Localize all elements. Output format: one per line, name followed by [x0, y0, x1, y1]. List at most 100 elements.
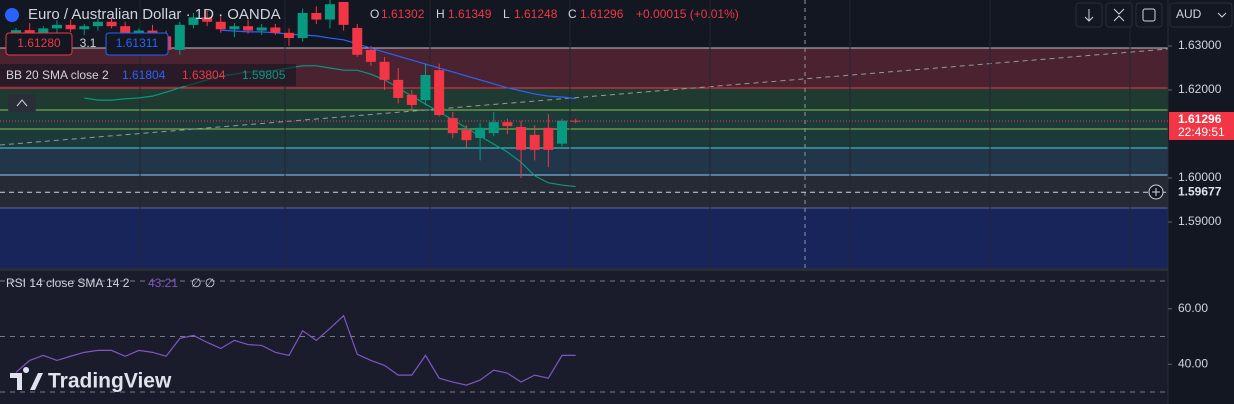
logo-icon	[10, 367, 43, 390]
toolbar-button[interactable]	[1135, 2, 1163, 28]
last-price: 1.61296	[1178, 112, 1222, 126]
candle-body	[24, 30, 35, 33]
ohlc-value: 1.61248	[514, 7, 558, 21]
collapse-icon[interactable]	[16, 99, 28, 107]
trend-line	[0, 48, 1169, 146]
candle-body	[229, 26, 240, 30]
candle-body	[324, 4, 335, 20]
price-axis	[1168, 0, 1234, 404]
zone	[0, 208, 1168, 268]
rsi-value: 43.21	[148, 276, 178, 290]
rsi-label: RSI 14 close SMA 14 2	[6, 276, 130, 290]
candle-body	[352, 27, 363, 55]
collapse-button[interactable]	[8, 94, 36, 112]
candle-body	[284, 32, 294, 39]
bb-value: 1.63804	[182, 68, 226, 82]
candle-body	[270, 27, 281, 33]
toolbar-button[interactable]	[1105, 2, 1133, 28]
buy-price[interactable]: 1.61311	[116, 36, 159, 50]
candle-body	[420, 75, 431, 101]
candle-body	[243, 26, 254, 31]
candle-body	[174, 24, 185, 50]
price-label-bg	[1169, 183, 1234, 202]
candle-body	[529, 134, 540, 150]
candle-body	[338, 1, 349, 25]
candle-body	[79, 26, 90, 30]
ohlc-label: O	[370, 7, 379, 21]
band-line	[220, 29, 576, 100]
ohlc-value: 1.61349	[448, 7, 492, 21]
candle-body	[133, 30, 144, 34]
toolbar-icon[interactable]	[1142, 8, 1156, 22]
candle-body	[256, 27, 267, 31]
candle-body	[502, 122, 513, 127]
logo: TradingView	[48, 370, 172, 393]
y-tick-label: 60.00	[1178, 301, 1208, 315]
y-tick-label: 1.60000	[1178, 170, 1222, 184]
sell-button[interactable]	[5, 32, 73, 56]
pane-separator	[0, 268, 1168, 271]
rsi-pane	[0, 271, 1168, 404]
candle-body	[51, 24, 62, 29]
buy-button[interactable]	[105, 32, 169, 56]
candle-body	[488, 122, 499, 134]
price-label-bg	[1169, 111, 1234, 140]
candle-body	[106, 21, 117, 27]
countdown: 22:49:51	[1178, 125, 1225, 139]
bb-value: 1.59805	[242, 68, 286, 82]
zone	[0, 88, 1168, 110]
y-tick-label: 1.62000	[1178, 82, 1222, 96]
rsi-extra: ∅ ∅	[191, 276, 215, 290]
candle-body	[543, 127, 554, 150]
spread: 3.1	[80, 36, 97, 50]
candle-body	[297, 12, 308, 39]
y-tick-label: 40.00	[1178, 356, 1208, 370]
zone	[0, 148, 1168, 175]
y-tick-label: 1.59000	[1178, 214, 1222, 228]
plot: 1.63000 1.62000 1.60000 1.59000 1.59677 1.612…	[0, 0, 1234, 393]
candle-body	[406, 94, 417, 105]
add-icon[interactable]	[1152, 188, 1160, 196]
candle-body	[188, 17, 199, 25]
candle-body	[461, 130, 472, 141]
ohlc-label: L	[503, 7, 510, 21]
currency[interactable]: AUD	[1176, 7, 1202, 21]
legend-bg	[0, 64, 296, 86]
candle-body	[475, 127, 486, 138]
candle-body	[365, 49, 376, 62]
band-line	[84, 65, 576, 188]
candle-body	[447, 118, 458, 134]
sell-price[interactable]: 1.61280	[17, 36, 61, 50]
currency-select[interactable]	[1169, 2, 1233, 28]
ohlc-label: H	[436, 7, 445, 21]
zone	[0, 175, 1168, 208]
bb-value: 1.61804	[122, 68, 166, 82]
candle-body	[120, 26, 131, 34]
candle-body	[570, 120, 581, 122]
bb-label: BB 20 SMA close 2	[6, 68, 109, 82]
candle-body	[202, 17, 213, 22]
candle-body	[65, 24, 76, 30]
ohlc-label: C	[568, 7, 577, 21]
symbol-icon	[5, 8, 19, 22]
y-tick-label: 1.63000	[1178, 38, 1222, 52]
candle-body	[215, 21, 226, 30]
toolbar-icon[interactable]	[1084, 9, 1094, 22]
candle-body	[516, 126, 527, 150]
candle-body	[379, 61, 390, 80]
symbol: Euro / Australian Dollar · 1D · OANDA	[28, 6, 281, 23]
candle-body	[38, 28, 49, 33]
toolbar-icon[interactable]	[1113, 8, 1125, 22]
dropdown-icon[interactable]	[1217, 12, 1227, 18]
ohlc-value: 1.61302	[381, 7, 425, 21]
candle-body	[311, 12, 322, 20]
price-label: 1.59677	[1178, 184, 1222, 198]
candle-body	[92, 21, 103, 27]
rsi-line	[15, 314, 576, 386]
candle-body	[393, 79, 404, 98]
ohlc-value: 1.61296	[580, 7, 624, 21]
candle-body	[557, 120, 567, 144]
candle-body	[434, 70, 445, 116]
